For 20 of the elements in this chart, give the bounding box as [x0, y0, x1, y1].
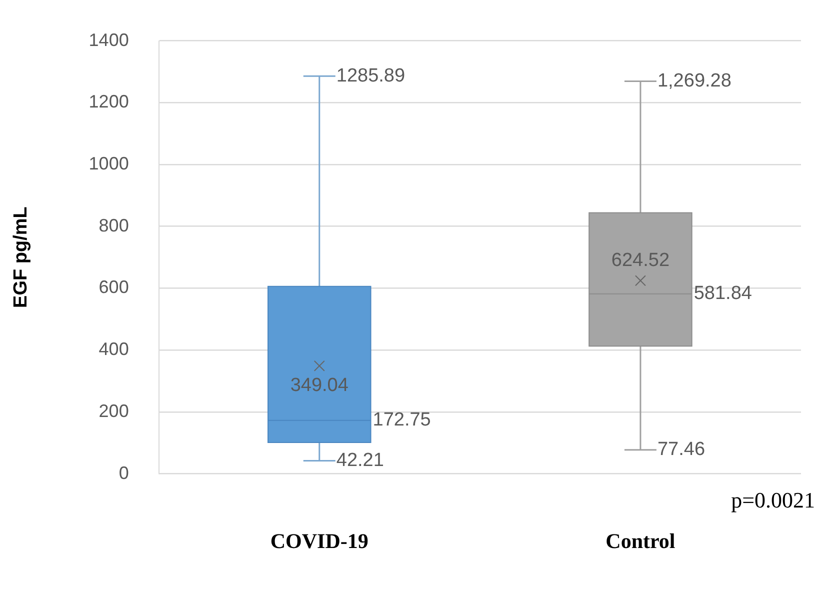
annotation: 77.46	[657, 439, 706, 460]
x-tick-label: Control	[606, 528, 676, 553]
y-tick-label: 1200	[88, 92, 129, 112]
x-tick-label: COVID-19	[270, 528, 368, 553]
y-tick-label: 400	[98, 339, 129, 360]
y-tick-label: 200	[98, 400, 129, 421]
annotation: 349.04	[290, 375, 349, 396]
y-tick-label: 600	[98, 277, 129, 298]
annotation: 1,269.28	[657, 70, 732, 92]
annotation: 581.84	[694, 283, 752, 304]
y-tick-label: 1400	[88, 30, 129, 50]
annotation: 1285.89	[336, 65, 406, 86]
y-tick-label: 800	[98, 215, 129, 236]
annotation: 624.52	[611, 250, 670, 271]
y-tick-label: 0	[118, 462, 129, 483]
text: p=0.0021	[731, 488, 815, 513]
annotation: 42.21	[336, 450, 384, 471]
annotation: 172.75	[372, 410, 431, 431]
y-tick-label: 1000	[88, 153, 129, 174]
y-axis-title: EGF pg/mL	[10, 206, 32, 308]
